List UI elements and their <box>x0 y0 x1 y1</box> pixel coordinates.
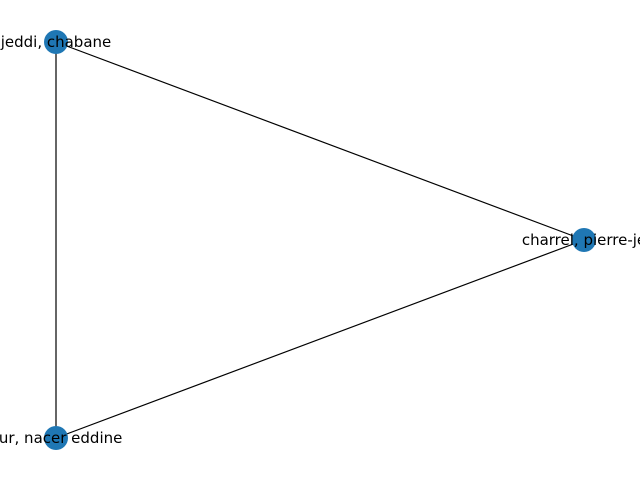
graph-node <box>572 228 596 252</box>
graph-edge <box>55 41 585 241</box>
graph-node <box>44 30 68 54</box>
graph-edge <box>55 239 585 439</box>
node-label: jeddi, chabane <box>0 33 111 51</box>
labels-layer: jeddi, chabane charrel, pierre-je our, nac… <box>0 33 640 447</box>
nodes-layer <box>44 30 596 450</box>
graph-node <box>44 426 68 450</box>
node-label: charrel, pierre-je <box>522 231 640 249</box>
node-label: our, nacer eddine <box>0 429 122 447</box>
edges-layer <box>55 41 585 439</box>
